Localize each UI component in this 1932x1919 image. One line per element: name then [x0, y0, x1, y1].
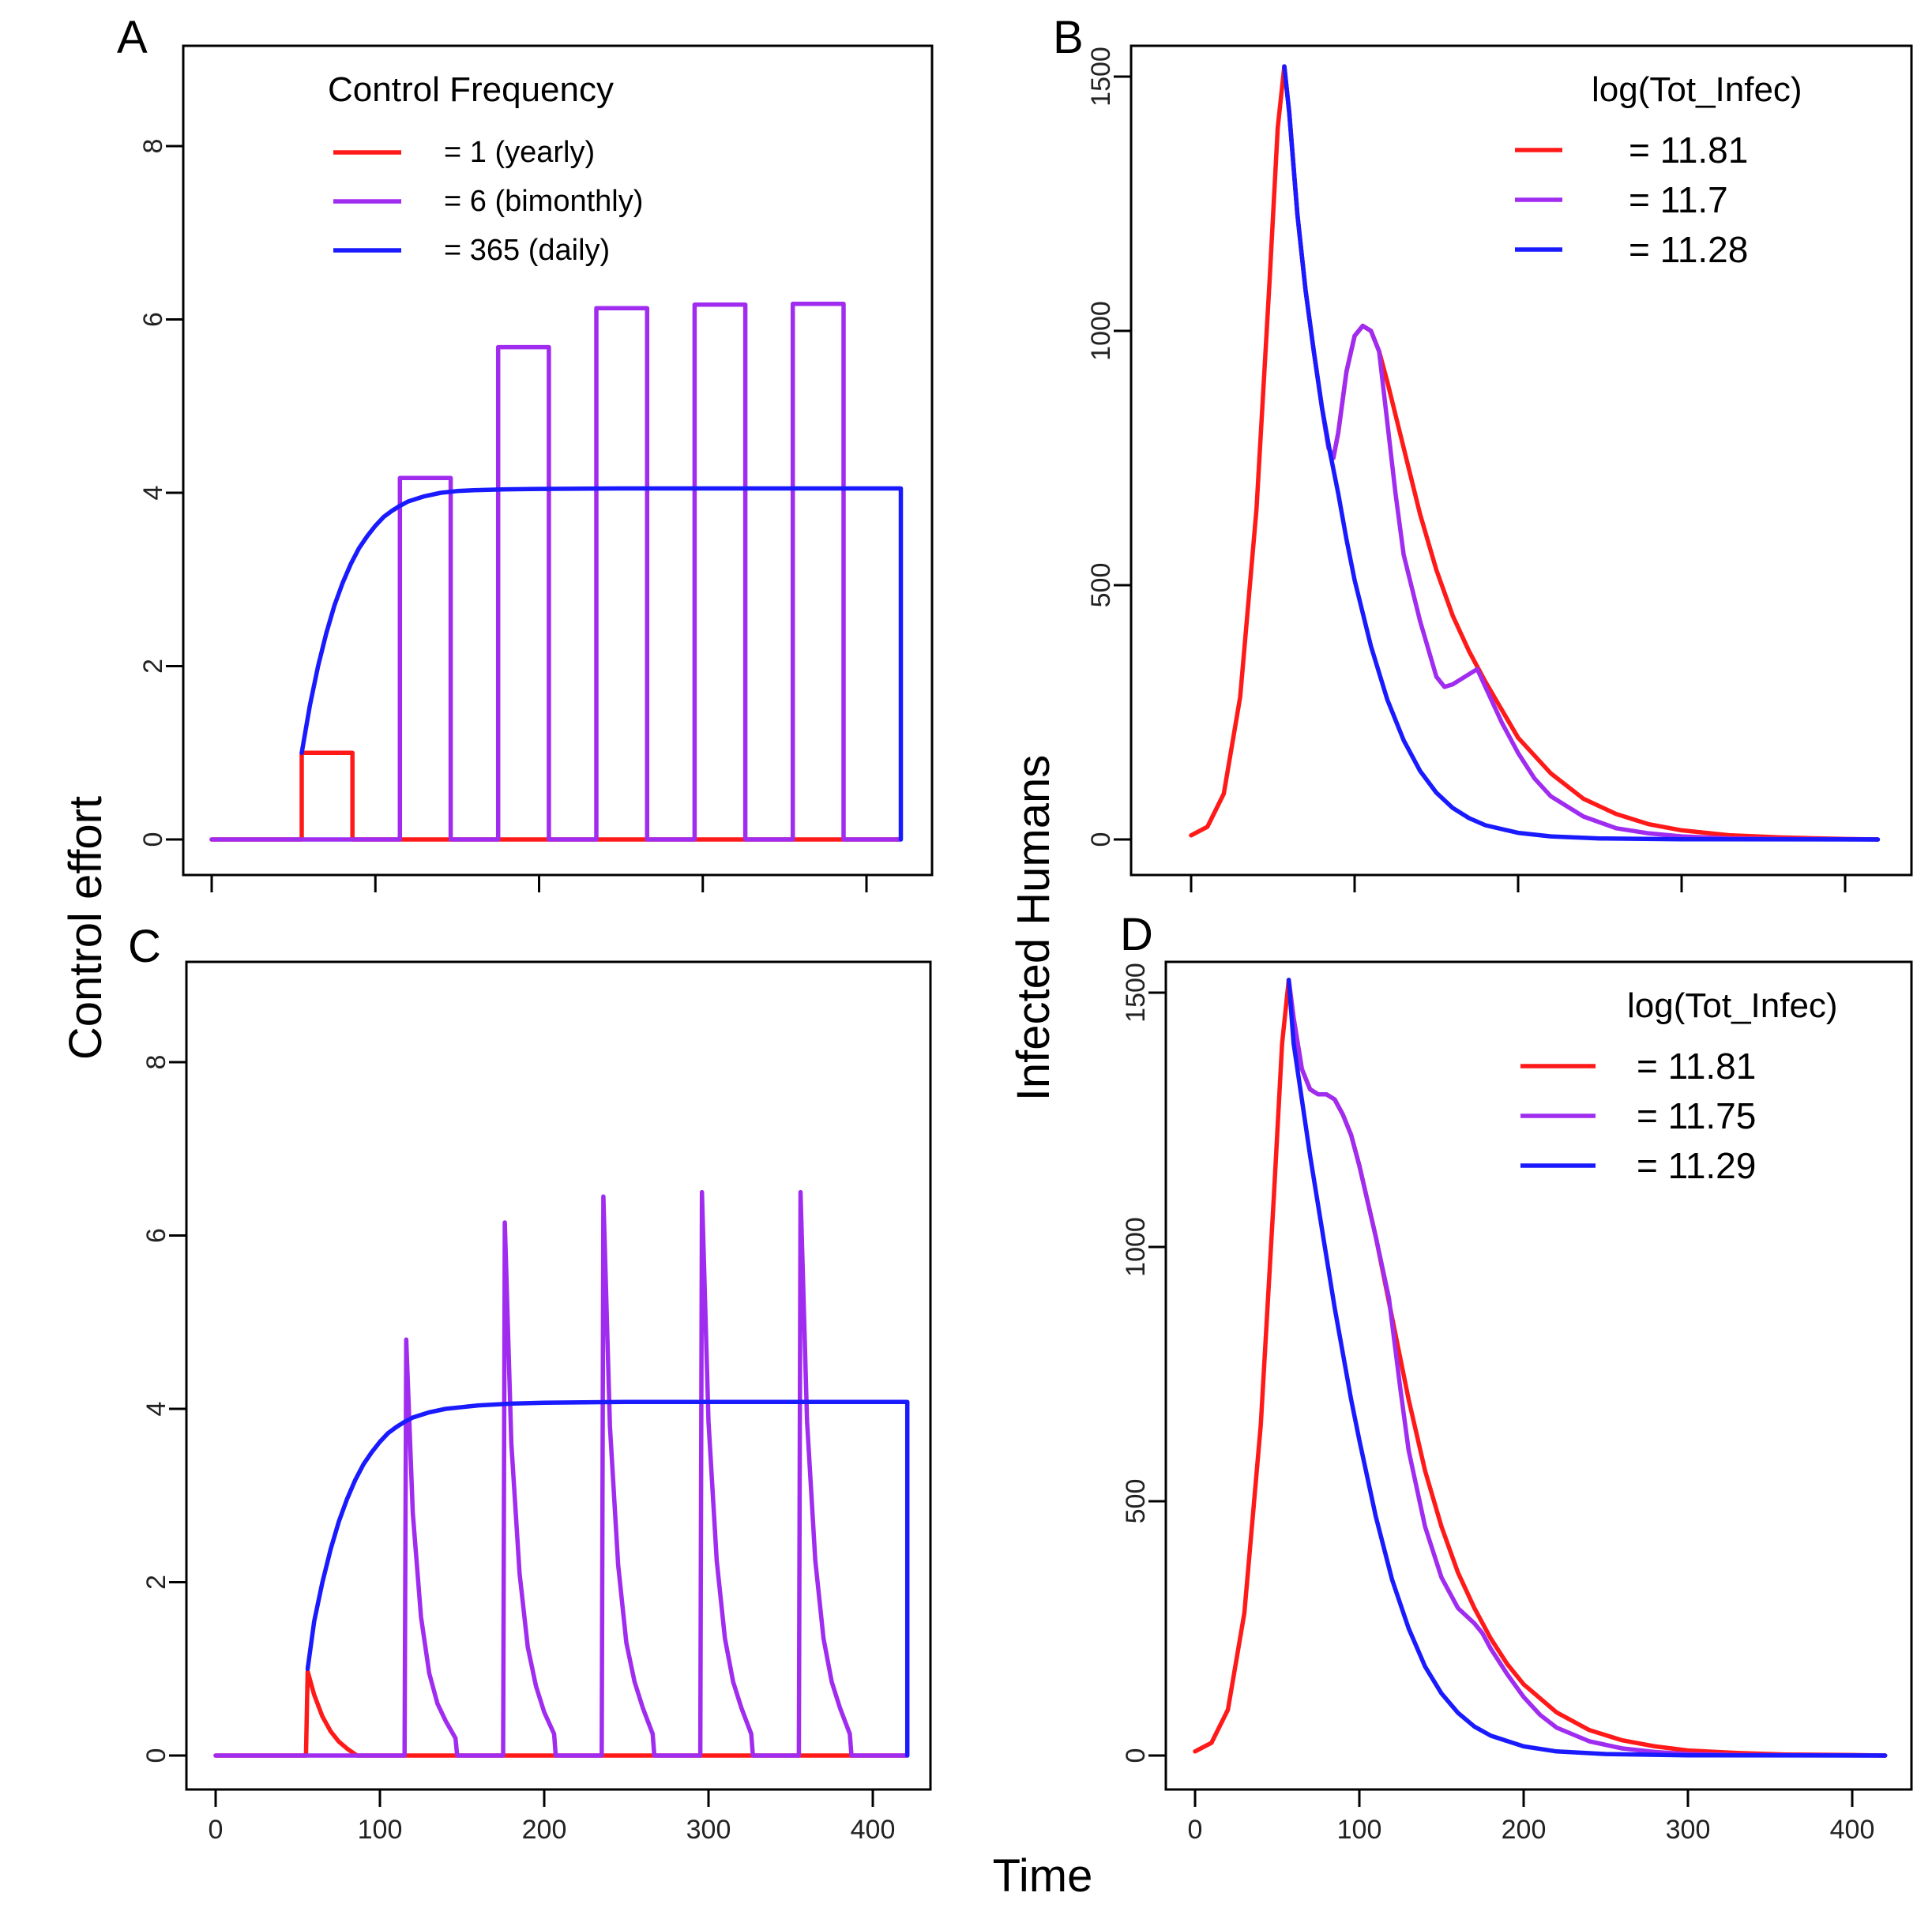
- legend-entry-d-1: = 11.81: [1637, 1046, 1756, 1087]
- x-tick-label-c: 100: [358, 1815, 403, 1845]
- series-line-d-2: [1286, 978, 1888, 1758]
- y-tick-label-b: 1000: [1086, 301, 1116, 361]
- legend-entry-b-3: = 11.28: [1629, 229, 1748, 270]
- legend-entry-d-3: = 11.29: [1637, 1145, 1756, 1186]
- legend-title-a: Control Frequency: [328, 70, 614, 109]
- y-tick-label-a: 6: [138, 312, 168, 327]
- x-tick-label-d: 0: [1188, 1815, 1203, 1845]
- legend-title-b: log(Tot_Infec): [1592, 70, 1802, 109]
- x-tick-label-d: 300: [1666, 1815, 1711, 1845]
- series-line-b-2: [1282, 64, 1881, 842]
- plot-frame-a: [182, 44, 934, 877]
- y-axis-title-right: Infected Humans: [1008, 754, 1059, 1102]
- y-tick-label-c: 0: [141, 1748, 171, 1763]
- legend-entry-b-1: = 11.81: [1629, 130, 1748, 171]
- panel-letter-a: A: [117, 12, 148, 63]
- legend-entry-a-2: = 6 (bimonthly): [444, 185, 643, 218]
- x-tick-label-d: 100: [1337, 1815, 1382, 1845]
- y-tick-label-d: 1500: [1121, 963, 1151, 1023]
- plot-frame-c: [185, 960, 932, 1791]
- panel-c: 0 2 4 6 8 0 100 200 300 400: [141, 960, 932, 1845]
- panel-a: 0 2 4 6 8 Control Frequency = 1 (yearly) = 6 (b…: [138, 44, 934, 892]
- series-line-a-2: [209, 301, 902, 842]
- y-tick-label-d: 0: [1121, 1748, 1151, 1763]
- panel-letter-b: B: [1053, 12, 1084, 63]
- y-tick-label-a: 2: [138, 659, 168, 674]
- series-line-d-3: [1286, 978, 1888, 1758]
- y-tick-label-c: 6: [141, 1228, 171, 1243]
- y-tick-label-d: 1000: [1121, 1217, 1151, 1277]
- y-tick-label-c: 8: [141, 1055, 171, 1070]
- panel-letter-c: C: [128, 921, 161, 972]
- y-tick-label-a: 8: [138, 139, 168, 154]
- series-line-a-3: [299, 486, 904, 842]
- series-line-b-3: [1282, 64, 1881, 842]
- plot-frame-d: [1164, 960, 1913, 1791]
- y-tick-label-c: 4: [141, 1402, 171, 1417]
- series-line-c-3: [305, 1399, 910, 1758]
- series-line-c-1: [213, 1669, 908, 1758]
- y-tick-label-a: 0: [138, 832, 168, 847]
- y-tick-label-c: 2: [141, 1575, 171, 1590]
- x-tick-label-c: 300: [686, 1815, 731, 1845]
- x-tick-label-d: 200: [1502, 1815, 1547, 1845]
- series-line-a-1: [209, 750, 902, 842]
- y-tick-label-d: 500: [1121, 1479, 1151, 1524]
- x-tick-label-d: 400: [1830, 1815, 1875, 1845]
- y-tick-label-b: 0: [1086, 832, 1116, 847]
- panel-b: 0 500 1000 1500 log(Tot_Infec) = 11.81 = 11.7 =…: [1086, 44, 1913, 892]
- x-axis-title: Time: [992, 1850, 1093, 1902]
- legend-entry-b-2: = 11.7: [1629, 179, 1728, 220]
- x-tick-label-c: 0: [209, 1815, 224, 1845]
- x-tick-label-c: 200: [522, 1815, 567, 1845]
- series-line-d-1: [1193, 978, 1888, 1758]
- y-axis-title-left: Control effort: [60, 795, 111, 1061]
- panel-letter-d: D: [1120, 909, 1153, 960]
- y-tick-label-a: 4: [138, 486, 168, 501]
- y-tick-label-b: 1500: [1086, 47, 1116, 107]
- y-tick-label-b: 500: [1086, 563, 1116, 608]
- legend-entry-a-1: = 1 (yearly): [444, 136, 595, 169]
- legend-title-d: log(Tot_Infec): [1627, 986, 1838, 1025]
- series-line-c-2: [213, 1189, 908, 1758]
- plot-frame-b: [1130, 44, 1913, 877]
- legend-entry-d-2: = 11.75: [1637, 1095, 1756, 1136]
- panel-d: 0 500 1000 1500 0 100 200 300 400 log(Tot_Infec) =…: [1121, 960, 1913, 1845]
- legend-entry-a-3: = 365 (daily): [444, 234, 610, 267]
- x-tick-label-c: 400: [851, 1815, 896, 1845]
